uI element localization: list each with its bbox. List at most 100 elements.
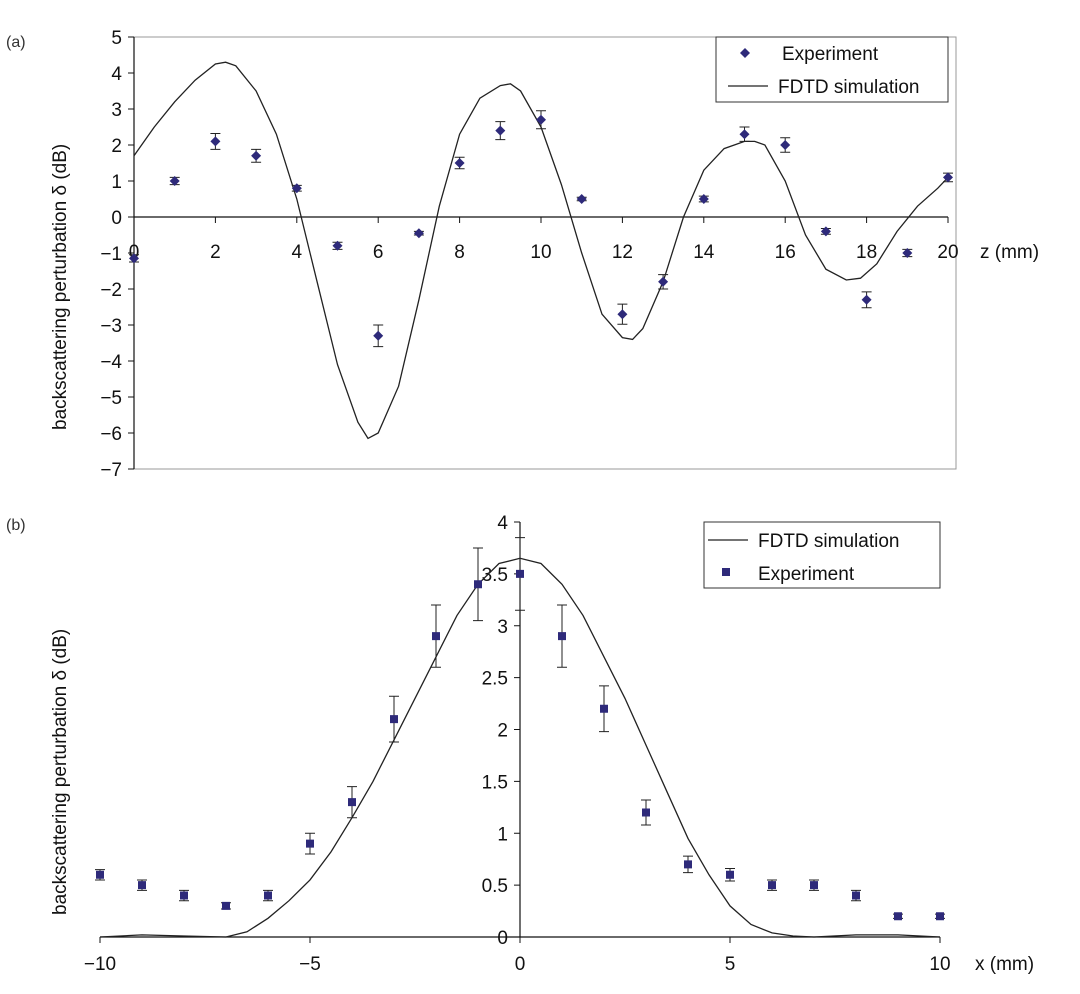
panel-a-experiment-point xyxy=(536,114,546,125)
panel-b-y-tick-label: 1 xyxy=(497,824,508,845)
panel-b-ylabel: backscattering perturbation δ (dB) xyxy=(50,629,71,915)
panel-a-legend-experiment: Experiment xyxy=(782,44,879,65)
panel-b-y-tick-label: 4 xyxy=(497,513,508,534)
panel-a-x-tick-label: 16 xyxy=(775,242,796,263)
panel-a-x-tick-label: 12 xyxy=(612,242,633,263)
panel-a-experiment-point xyxy=(617,309,628,320)
panel-b-experiment-point xyxy=(306,839,314,848)
panel-b-y-tick-label: 2 xyxy=(497,721,508,742)
panel-b-y-tick-label: 2.5 xyxy=(482,669,508,690)
panel-a-experiment-point xyxy=(698,194,709,204)
panel-b-experiment-point xyxy=(810,881,818,890)
panel-a-series xyxy=(129,61,953,440)
panel-a-experiment-point xyxy=(902,248,913,258)
panel-a-y-tick-label: −2 xyxy=(100,280,122,301)
panel-a-experiment-point xyxy=(454,158,465,168)
panel-a-experiment-point xyxy=(739,129,750,140)
panel-a-x-tick-label: 8 xyxy=(454,242,465,263)
panel-a-xlabel: z (mm) xyxy=(980,242,1039,263)
panel-a-experiment-point xyxy=(373,330,384,341)
panel-a-experiment-point xyxy=(169,176,180,186)
panel-b-y-tick-label: 0.5 xyxy=(482,876,508,897)
panel-a-legend-experiment-marker xyxy=(740,48,750,58)
panel-b-experiment-point xyxy=(516,569,524,578)
panel-a-experiment-point xyxy=(495,125,506,136)
panel-b-experiment-point xyxy=(726,870,734,879)
panel-a-experiment-point xyxy=(332,240,343,251)
panel-b-legend-experiment: Experiment xyxy=(758,564,855,585)
panel-a-x-tick-label: 14 xyxy=(693,242,715,263)
panel-a-y-tick-label: 1 xyxy=(111,172,122,193)
panel-b-experiment-point xyxy=(390,715,398,724)
panel-b-experiment-point xyxy=(936,912,944,921)
panel-b-y-tick-label: 1.5 xyxy=(482,772,508,793)
panel-a-experiment-point xyxy=(210,136,221,147)
panel-a-experiment-point xyxy=(291,183,302,194)
panel-b-axes: 0 0.5 1 1.5 2 2.5 3 3.5 4 −10 −5 0 5 10 xyxy=(84,513,951,975)
panel-b-legend: FDTD simulation Experiment xyxy=(703,521,941,589)
panel-b-experiment-point xyxy=(894,912,902,921)
panel-b-experiment-point xyxy=(264,891,272,900)
panel-a-y-tick-label: −7 xyxy=(100,460,122,481)
panel-a-y-tick-label: −3 xyxy=(100,316,122,337)
panel-b-legend-experiment-marker xyxy=(722,568,730,576)
panel-b-experiment-point xyxy=(348,798,356,807)
panel-a-experiment-point xyxy=(576,194,587,204)
panel-b-experiment-point xyxy=(180,891,188,900)
panel-b-experiment-point xyxy=(684,860,692,869)
panel-a-x-tick-label: 10 xyxy=(530,242,551,263)
panel-a-y-tick-label: 3 xyxy=(111,100,122,121)
panel-b-x-tick-label: 0 xyxy=(515,954,526,975)
panel-a-x-tick-label: 20 xyxy=(937,242,958,263)
panel-a-label: (a) xyxy=(6,34,26,51)
panel-a-y-tick-label: −6 xyxy=(100,424,122,445)
panel-a-y-tick-label: −4 xyxy=(100,352,122,373)
panel-b-experiment-point xyxy=(852,891,860,900)
panel-b-experiment-point xyxy=(768,881,776,890)
panel-b-experiment-point xyxy=(222,901,230,910)
panel-a-experiment-point xyxy=(413,228,424,239)
panel-a-experiment-point xyxy=(658,276,669,287)
panel-a-y-tick-label: 4 xyxy=(111,64,122,85)
panel-b-x-tick-label: −5 xyxy=(299,954,321,975)
panel-b-series xyxy=(95,537,945,938)
panel-a-x-tick-label: 4 xyxy=(292,242,303,263)
panel-b-x-tick-label: 10 xyxy=(929,954,950,975)
panel-a-y-tick-label: 0 xyxy=(111,208,122,229)
panel-a-legend-box xyxy=(715,36,949,103)
panel-a-experiment-point xyxy=(943,172,953,183)
panel-b-experiment-point xyxy=(96,870,104,879)
panel-b-legend-box xyxy=(703,521,941,589)
panel-b-experiment-point xyxy=(432,632,440,641)
panel-b-legend-fdtd: FDTD simulation xyxy=(758,531,899,552)
panel-b: (b) backscattering perturbation δ (dB) x… xyxy=(6,513,1034,975)
panel-a-x-tick-label: 18 xyxy=(856,242,877,263)
panel-a-experiment-point xyxy=(861,294,872,305)
panel-a-y-tick-label: −1 xyxy=(100,244,122,265)
panel-a-legend: Experiment FDTD simulation xyxy=(715,36,949,103)
panel-a-experiment-point xyxy=(780,140,791,150)
panel-b-y-tick-label: 3.5 xyxy=(482,565,508,586)
panel-a-x-tick-label: 0 xyxy=(129,242,140,263)
panel-b-xlabel: x (mm) xyxy=(975,954,1034,975)
panel-a-experiment-point xyxy=(251,150,262,161)
panel-b-experiment-point xyxy=(600,704,608,713)
panel-a-legend-fdtd: FDTD simulation xyxy=(778,77,919,98)
panel-a-x-tick-label: 2 xyxy=(210,242,221,263)
panel-b-experiment-point xyxy=(558,632,566,641)
panel-a-experiment-point xyxy=(129,253,139,264)
panel-b-experiment-point xyxy=(642,808,650,817)
panel-a-ylabel: backscattering perturbation δ (dB) xyxy=(50,144,71,430)
panel-a-y-tick-label: −5 xyxy=(100,388,122,409)
panel-a-y-tick-label: 5 xyxy=(111,28,122,49)
panel-a-experiment-point xyxy=(820,226,831,237)
panel-b-label: (b) xyxy=(6,517,26,534)
panel-a-x-tick-label: 6 xyxy=(373,242,384,263)
panel-b-y-tick-label: 3 xyxy=(497,617,508,638)
panel-a: (a) backscattering perturbation δ (dB) z… xyxy=(6,28,1039,481)
panel-b-x-tick-label: 5 xyxy=(725,954,736,975)
panel-b-y-tick-label: 0 xyxy=(497,928,508,949)
